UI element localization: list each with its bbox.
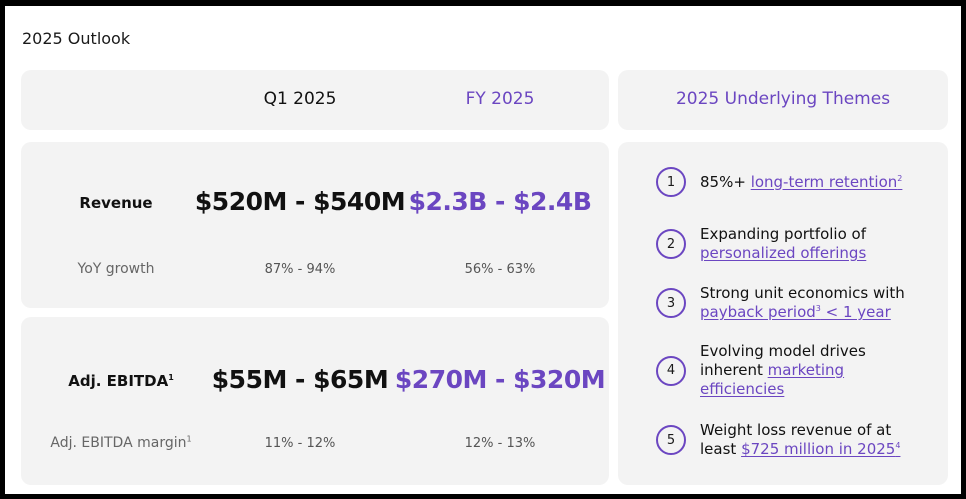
revenue-fy-value: $2.3B - $2.4B <box>408 187 592 216</box>
theme-link[interactable]: marketing <box>767 361 845 379</box>
theme-number-badge: 2 <box>656 229 686 259</box>
themes-card: 1 85%+ long-term retention2 2 Expanding … <box>618 142 948 485</box>
revenue-q1-value: $520M - $540M <box>194 187 406 216</box>
slide: 2025 Outlook Q1 2025 FY 2025 2025 Underl… <box>5 6 961 494</box>
column-header-card: Q1 2025 FY 2025 <box>21 70 609 130</box>
yoy-growth-q1: 87% - 94% <box>264 262 336 277</box>
column-header-q1: Q1 2025 <box>263 89 337 109</box>
theme-item-4: 4 Evolving model drives inherent marketi… <box>656 342 946 399</box>
theme-number-badge: 3 <box>656 288 686 318</box>
column-header-fy: FY 2025 <box>465 89 535 109</box>
ebitda-margin-label: Adj. EBITDA margin1 <box>50 434 192 451</box>
theme-number-badge: 5 <box>656 425 686 455</box>
theme-link[interactable]: personalized offerings <box>700 244 867 262</box>
revenue-label: Revenue <box>79 194 153 212</box>
ebitda-card: Adj. EBITDA1 $55M - $65M $270M - $320M A… <box>21 317 609 485</box>
theme-item-3: 3 Strong unit economics with payback per… <box>656 284 946 322</box>
ebitda-q1-value: $55M - $65M <box>211 365 389 394</box>
theme-item-2: 2 Expanding portfolio of personalized of… <box>656 225 946 263</box>
theme-link[interactable]: payback period3 < 1 year <box>700 303 891 321</box>
theme-text: Strong unit economics with payback perio… <box>700 284 905 321</box>
page-title: 2025 Outlook <box>22 29 131 48</box>
yoy-growth-fy: 56% - 63% <box>464 262 536 277</box>
footnote-marker: 1 <box>186 434 192 444</box>
theme-item-5: 5 Weight loss revenue of at least $725 m… <box>656 421 946 459</box>
theme-number-badge: 4 <box>656 355 686 386</box>
theme-text: 85%+ long-term retention2 <box>700 172 903 191</box>
theme-link[interactable]: efficiencies <box>700 380 785 398</box>
themes-header: 2025 Underlying Themes <box>675 89 891 109</box>
theme-text: Evolving model drives inherent marketing… <box>700 342 866 398</box>
theme-item-1: 1 85%+ long-term retention2 <box>656 167 946 197</box>
footnote-marker: 1 <box>168 373 174 382</box>
theme-link[interactable]: $725 million in 20254 <box>741 440 901 458</box>
revenue-card: Revenue $520M - $540M $2.3B - $2.4B YoY … <box>21 142 609 308</box>
theme-link[interactable]: long-term retention2 <box>750 172 903 191</box>
ebitda-label: Adj. EBITDA1 <box>68 372 174 390</box>
theme-text: Expanding portfolio of personalized offe… <box>700 225 867 262</box>
ebitda-fy-value: $270M - $320M <box>394 365 606 394</box>
yoy-growth-label: YoY growth <box>77 261 155 277</box>
theme-text: Weight loss revenue of at least $725 mil… <box>700 421 901 458</box>
theme-number-badge: 1 <box>656 167 686 197</box>
ebitda-margin-q1: 11% - 12% <box>264 436 336 451</box>
ebitda-margin-fy: 12% - 13% <box>464 436 536 451</box>
themes-header-card: 2025 Underlying Themes <box>618 70 948 130</box>
